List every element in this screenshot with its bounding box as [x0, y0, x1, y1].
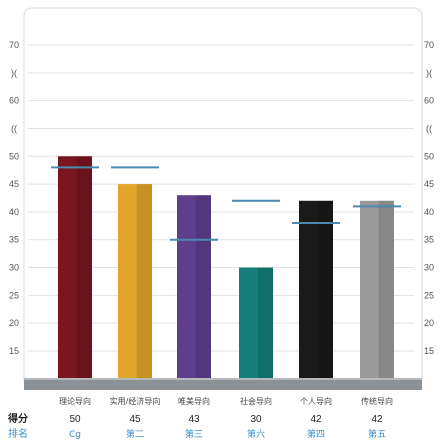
bar-shade	[257, 267, 273, 378]
rank-values: Cg 第二 第三 第六 第四 第五	[69, 428, 386, 440]
category-label: 实用/经济导向	[110, 396, 161, 406]
bar	[118, 184, 152, 378]
score-value: 30	[250, 414, 262, 425]
bar	[239, 267, 273, 378]
reference-lines	[51, 166, 401, 241]
y-tick-label-right: 70	[424, 40, 434, 50]
y-tick-label-left: 40	[9, 207, 19, 217]
bar-shade	[195, 195, 211, 378]
y-axis-ticks: 70 70 )( )( 60 60 (( (( 50 50 45 45 40 40 35 35 30 30 25 25…	[9, 40, 434, 356]
y-tick-label-right: 30	[424, 263, 434, 273]
y-tick-label-left: 30	[9, 263, 19, 273]
bar	[299, 200, 333, 378]
category-label: 个人导向	[300, 396, 332, 406]
y-tick-label-right: 25	[424, 290, 434, 300]
bar-shade	[76, 156, 92, 378]
y-tick-label-right: ((	[426, 123, 432, 133]
y-tick-label-left: 15	[9, 346, 19, 356]
score-value: 42	[310, 414, 322, 425]
y-tick-label-left: 45	[9, 179, 19, 189]
rank-value: 第三	[185, 428, 203, 440]
rank-value: 第六	[247, 428, 265, 440]
y-tick-label-left: ((	[11, 123, 17, 133]
bars	[58, 156, 394, 378]
bar	[58, 156, 92, 378]
y-tick-label-right: 50	[424, 151, 434, 161]
category-labels: 理论导向 实用/经济导向 唯美导向 社会导向 个人导向 传统导向	[59, 396, 393, 406]
bar	[360, 200, 394, 378]
y-tick-label-right: 35	[424, 235, 434, 245]
chart-base-highlight	[24, 378, 422, 380]
y-tick-label-right: 45	[424, 179, 434, 189]
y-tick-label-right: 60	[424, 96, 434, 106]
y-tick-label-left: 25	[9, 290, 19, 300]
category-label: 传统导向	[361, 396, 393, 406]
y-tick-label-left: )(	[11, 68, 17, 78]
rank-value: 第五	[368, 428, 386, 440]
score-value: 50	[69, 414, 81, 425]
rank-row-label: 排名	[8, 427, 28, 440]
y-tick-label-right: )(	[426, 68, 432, 78]
y-tick-label-right: 20	[424, 318, 434, 328]
score-row-label: 得分	[7, 412, 28, 425]
y-tick-label-right: 40	[424, 207, 434, 217]
rank-value: 第四	[307, 428, 325, 440]
score-values: 50 45 43 30 42 42	[69, 414, 383, 425]
chart-base-platform	[24, 378, 422, 390]
y-tick-label-left: 50	[9, 151, 19, 161]
y-tick-label-left: 70	[9, 40, 19, 50]
grid-lines	[28, 44, 414, 352]
y-tick-label-left: 60	[9, 96, 19, 106]
category-label: 唯美导向	[178, 396, 210, 406]
bar	[177, 195, 211, 378]
score-value: 45	[129, 414, 141, 425]
category-label: 理论导向	[59, 396, 91, 406]
bar-shade	[317, 200, 333, 378]
y-tick-label-left: 35	[9, 235, 19, 245]
bar-shade	[378, 200, 394, 378]
score-value: 42	[371, 414, 383, 425]
y-tick-label-left: 20	[9, 318, 19, 328]
bar-shade	[136, 184, 152, 378]
score-value: 43	[188, 414, 200, 425]
rank-value: 第二	[126, 428, 144, 440]
y-tick-label-right: 15	[424, 346, 434, 356]
category-label: 社会导向	[240, 396, 272, 406]
rank-value: Cg	[69, 430, 81, 440]
